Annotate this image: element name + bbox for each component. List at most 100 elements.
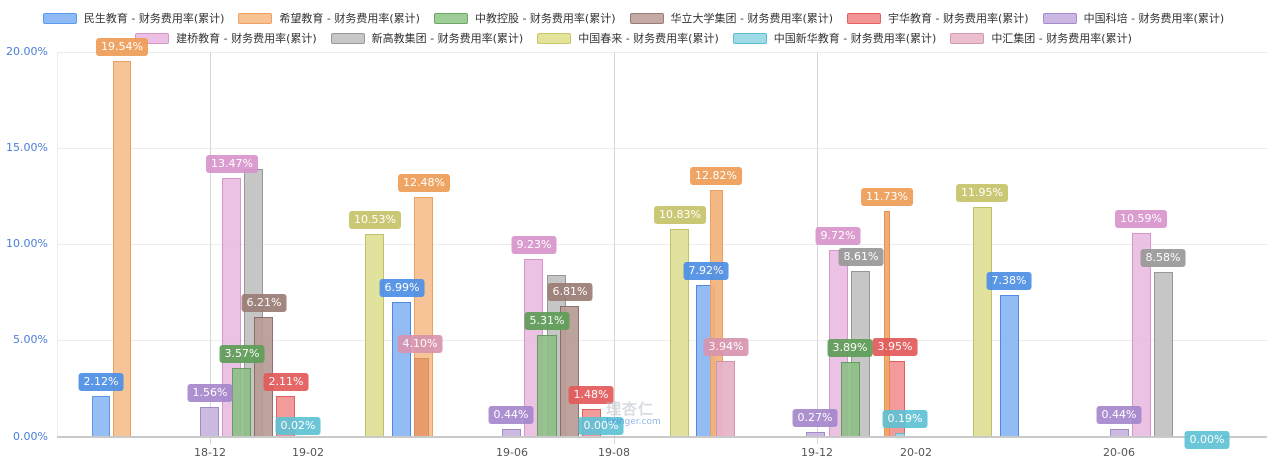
- value-label: 10.59%: [1115, 210, 1167, 229]
- legend-label: 华立大学集团 - 财务费用率(累计): [670, 12, 834, 25]
- legend-label: 宇华教育 - 财务费用率(累计): [888, 12, 1029, 25]
- y-axis-line: [57, 52, 58, 437]
- legend-swatch-icon: [433, 12, 468, 24]
- value-label: 5.31%: [524, 311, 570, 330]
- legend-item[interactable]: 中国春来 - 财务费用率(累计): [537, 30, 719, 46]
- value-label: 9.23%: [511, 236, 557, 255]
- gridline-20: [57, 52, 1267, 53]
- legend-row-2: 建桥教育 - 财务费用率(累计) 新高教集团 - 财务费用率(累计) 中国春来 - …: [0, 28, 1267, 48]
- legend-label: 中国科培 - 财务费用率(累计): [1083, 12, 1225, 25]
- legend-item[interactable]: 新高教集团 - 财务费用率(累计): [330, 30, 523, 46]
- bar[interactable]: [92, 396, 110, 437]
- legend-swatch-icon: [537, 32, 572, 44]
- bar[interactable]: [884, 211, 890, 437]
- value-label: 2.11%: [263, 373, 309, 392]
- chart-legend: 民生教育 - 财务费用率(累计) 希望教育 - 财务费用率(累计) 中教控股 - 财…: [0, 0, 1267, 46]
- value-label: 0.44%: [1096, 405, 1142, 424]
- legend-swatch-icon: [629, 12, 664, 24]
- value-label: 7.38%: [986, 271, 1032, 290]
- value-label: 0.00%: [1184, 431, 1230, 449]
- value-label: 3.95%: [872, 337, 918, 356]
- legend-swatch-icon: [42, 12, 77, 24]
- legend-item[interactable]: 华立大学集团 - 财务费用率(累计): [629, 10, 834, 26]
- legend-label: 中国新华教育 - 财务费用率(累计): [773, 32, 937, 45]
- legend-item[interactable]: 中国新华教育 - 财务费用率(累计): [732, 30, 937, 46]
- bar[interactable]: [1154, 271, 1173, 437]
- x-tick-label: 20-02: [900, 446, 932, 459]
- bar[interactable]: [200, 406, 219, 437]
- bar[interactable]: [670, 228, 689, 437]
- legend-swatch-icon: [1042, 12, 1077, 24]
- bar[interactable]: [537, 334, 557, 437]
- bar[interactable]: [716, 361, 735, 437]
- legend-label: 民生教育 - 财务费用率(累计): [83, 12, 225, 25]
- value-label: 13.47%: [206, 154, 258, 173]
- value-label: 19.54%: [96, 37, 148, 56]
- legend-swatch-icon: [847, 12, 882, 24]
- x-tick-label: 19-08: [598, 446, 630, 459]
- x-tick-label: 18-12: [194, 446, 226, 459]
- legend-swatch-icon: [238, 12, 273, 24]
- value-label: 1.48%: [568, 385, 614, 404]
- value-label: 12.48%: [398, 173, 450, 192]
- y-tick-label: 20.00%: [6, 45, 48, 58]
- gridline-15: [57, 148, 1267, 149]
- value-label: 0.19%: [882, 410, 928, 429]
- value-label: 3.94%: [703, 338, 749, 357]
- bar[interactable]: [232, 368, 251, 437]
- legend-label: 中国春来 - 财务费用率(累计): [578, 32, 719, 45]
- value-label: 9.72%: [815, 226, 861, 245]
- watermark-cn: 理杏仁: [606, 400, 655, 418]
- value-label: 10.53%: [349, 211, 401, 230]
- value-label: 10.83%: [654, 205, 706, 224]
- x-gridline-19-08: [614, 52, 615, 444]
- legend-label: 中教控股 - 财务费用率(累计): [474, 12, 616, 25]
- x-tick-label: 19-02: [292, 446, 324, 459]
- legend-item[interactable]: 中教控股 - 财务费用率(累计): [433, 10, 616, 26]
- legend-swatch-icon: [330, 32, 365, 44]
- y-tick-label: 10.00%: [6, 237, 48, 250]
- value-label: 6.21%: [241, 294, 287, 313]
- value-label: 6.99%: [379, 279, 425, 298]
- legend-label: 希望教育 - 财务费用率(累计): [279, 12, 420, 25]
- x-gridline-18-12: [210, 52, 211, 444]
- legend-swatch-icon: [732, 32, 767, 44]
- legend-item[interactable]: 民生教育 - 财务费用率(累计): [42, 10, 225, 26]
- legend-swatch-icon: [950, 32, 985, 44]
- value-label: 12.82%: [690, 167, 742, 186]
- legend-item[interactable]: 中国科培 - 财务费用率(累计): [1042, 10, 1225, 26]
- value-label: 0.02%: [275, 417, 321, 435]
- value-label: 7.92%: [683, 261, 729, 280]
- bar[interactable]: [414, 358, 429, 437]
- value-label: 2.12%: [78, 373, 124, 392]
- bar[interactable]: [1000, 294, 1019, 437]
- x-tick-label: 20-06: [1103, 446, 1135, 459]
- value-label: 1.56%: [187, 383, 233, 402]
- value-label: 8.58%: [1140, 248, 1186, 267]
- bar[interactable]: [841, 362, 860, 437]
- bar[interactable]: [365, 234, 384, 437]
- gridline-10: [57, 244, 1267, 245]
- legend-label: 建桥教育 - 财务费用率(累计): [176, 32, 317, 45]
- gridline-5: [57, 340, 1267, 341]
- value-label: 11.73%: [861, 188, 913, 207]
- legend-item[interactable]: 希望教育 - 财务费用率(累计): [238, 10, 420, 26]
- value-label: 8.61%: [838, 248, 884, 267]
- y-tick-label: 0.00%: [13, 430, 48, 443]
- x-tick-label: 19-12: [801, 446, 833, 459]
- bar[interactable]: [973, 206, 992, 437]
- legend-item[interactable]: 宇华教育 - 财务费用率(累计): [847, 10, 1029, 26]
- y-tick-label: 15.00%: [6, 141, 48, 154]
- x-tick-label: 19-06: [496, 446, 528, 459]
- x-axis-line: [57, 436, 1267, 438]
- y-tick-label: 5.00%: [13, 333, 48, 346]
- legend-item[interactable]: 中汇集团 - 财务费用率(累计): [950, 30, 1132, 46]
- value-label: 4.10%: [397, 335, 443, 354]
- x-gridline-19-12: [817, 52, 818, 444]
- bar[interactable]: [392, 302, 411, 437]
- value-label: 3.89%: [827, 339, 873, 358]
- legend-row-1: 民生教育 - 财务费用率(累计) 希望教育 - 财务费用率(累计) 中教控股 - 财…: [0, 8, 1267, 28]
- value-label: 6.81%: [547, 282, 593, 301]
- value-label: 0.27%: [792, 408, 838, 427]
